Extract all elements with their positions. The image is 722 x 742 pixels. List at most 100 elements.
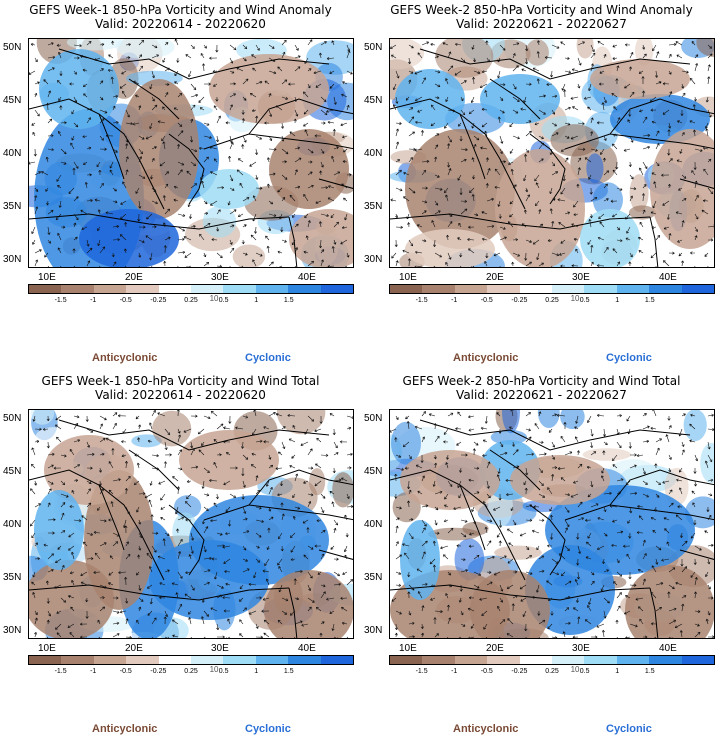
wind-arrow — [538, 518, 545, 522]
wind-arrow — [86, 488, 91, 495]
wind-arrow — [486, 197, 494, 202]
wind-arrow — [602, 450, 606, 456]
vorticity-cell — [391, 421, 421, 465]
wind-arrow — [510, 410, 514, 417]
wind-arrow — [639, 109, 644, 113]
wind-arrow — [138, 597, 144, 602]
wind-arrow — [577, 616, 581, 625]
wind-arrow — [432, 540, 436, 547]
wind-arrow — [73, 464, 81, 469]
wind-arrow — [408, 187, 416, 194]
wind-arrow — [268, 486, 273, 495]
wind-arrow — [60, 225, 66, 229]
wind-arrow — [183, 428, 192, 433]
wind-arrow — [694, 54, 699, 59]
wind-arrow — [668, 425, 672, 430]
wind-arrow — [573, 480, 579, 484]
wind-arrow — [551, 571, 560, 576]
wind-arrow — [434, 462, 438, 469]
wind-arrow — [408, 44, 414, 49]
wind-arrow — [447, 480, 453, 487]
wind-arrow — [655, 558, 659, 565]
wind-arrow — [339, 440, 348, 444]
wind-arrow — [484, 526, 488, 534]
wind-arrow — [395, 159, 401, 163]
wind-arrow — [318, 52, 323, 59]
colorbar-swatch — [93, 285, 127, 293]
wind-arrow — [447, 527, 454, 534]
colorbar-swatch — [288, 656, 321, 664]
wind-arrow — [242, 545, 247, 551]
map-svg — [390, 410, 714, 638]
wind-arrow — [176, 410, 180, 417]
wind-arrow — [216, 252, 223, 259]
wind-arrow — [651, 120, 657, 124]
wind-arrow — [112, 422, 117, 430]
wind-arrow — [112, 478, 121, 482]
wind-arrow — [408, 70, 414, 74]
wind-arrow — [668, 454, 672, 460]
wind-arrow — [72, 248, 76, 254]
wind-arrow — [99, 135, 104, 141]
wind-arrow — [537, 40, 541, 46]
wind-arrow — [148, 499, 153, 508]
wind-arrow — [177, 213, 186, 217]
vorticity-cell — [232, 244, 266, 267]
wind-arrow — [177, 93, 183, 98]
wind-arrow — [86, 107, 93, 111]
coastline — [318, 178, 353, 189]
wind-arrow — [637, 569, 644, 573]
colorbar-tick-label: 1.5 — [283, 297, 294, 304]
wind-arrow — [408, 107, 414, 111]
wind-arrow — [248, 610, 257, 615]
wind-arrow — [395, 467, 404, 471]
wind-arrow — [57, 232, 62, 241]
wind-arrow — [421, 540, 428, 547]
wind-arrow — [300, 441, 309, 446]
wind-arrow — [255, 623, 259, 629]
wind-arrow — [80, 55, 88, 59]
wind-arrow — [125, 109, 130, 118]
wind-arrow — [681, 449, 685, 456]
wind-arrow — [511, 603, 515, 612]
coastline — [248, 469, 353, 506]
wind-arrow — [99, 415, 107, 421]
wind-arrow — [225, 121, 231, 125]
wind-arrow — [403, 196, 410, 202]
wind-arrow — [473, 584, 480, 589]
panel-week2-total: GEFS Week-2 850-hPa Vorticity and Wind T… — [361, 371, 722, 742]
wind-arrow — [408, 116, 415, 124]
wind-arrow — [253, 410, 257, 417]
wind-arrow — [486, 461, 491, 469]
wind-arrow — [342, 160, 348, 164]
wind-arrow — [520, 107, 527, 111]
wind-arrow — [124, 460, 128, 469]
wind-arrow — [471, 157, 475, 163]
wind-arrow — [125, 135, 129, 143]
coastline — [564, 504, 714, 521]
wind-arrow — [408, 454, 412, 460]
wind-arrow — [138, 492, 146, 496]
wind-arrow — [125, 506, 130, 515]
wind-arrow — [73, 44, 82, 48]
wind-arrow — [124, 222, 128, 228]
wind-arrow — [47, 531, 55, 535]
wind-arrow — [434, 506, 439, 511]
wind-arrow — [294, 169, 298, 176]
wind-arrow — [138, 252, 142, 258]
wind-arrow — [694, 631, 701, 638]
wind-arrow — [203, 506, 209, 511]
wind-arrow — [47, 118, 53, 124]
wind-arrow — [47, 148, 54, 152]
wind-arrow — [239, 584, 244, 590]
wind-arrow — [320, 493, 326, 499]
lon-tick-label: 10E — [38, 643, 56, 654]
wind-arrow — [609, 504, 618, 508]
wind-arrow — [525, 452, 534, 456]
wind-arrow — [111, 40, 115, 46]
wind-arrow — [471, 506, 475, 512]
wind-arrow — [315, 83, 322, 88]
wind-arrow — [151, 104, 158, 111]
wind-arrow — [239, 619, 244, 625]
wind-arrow — [421, 475, 425, 482]
